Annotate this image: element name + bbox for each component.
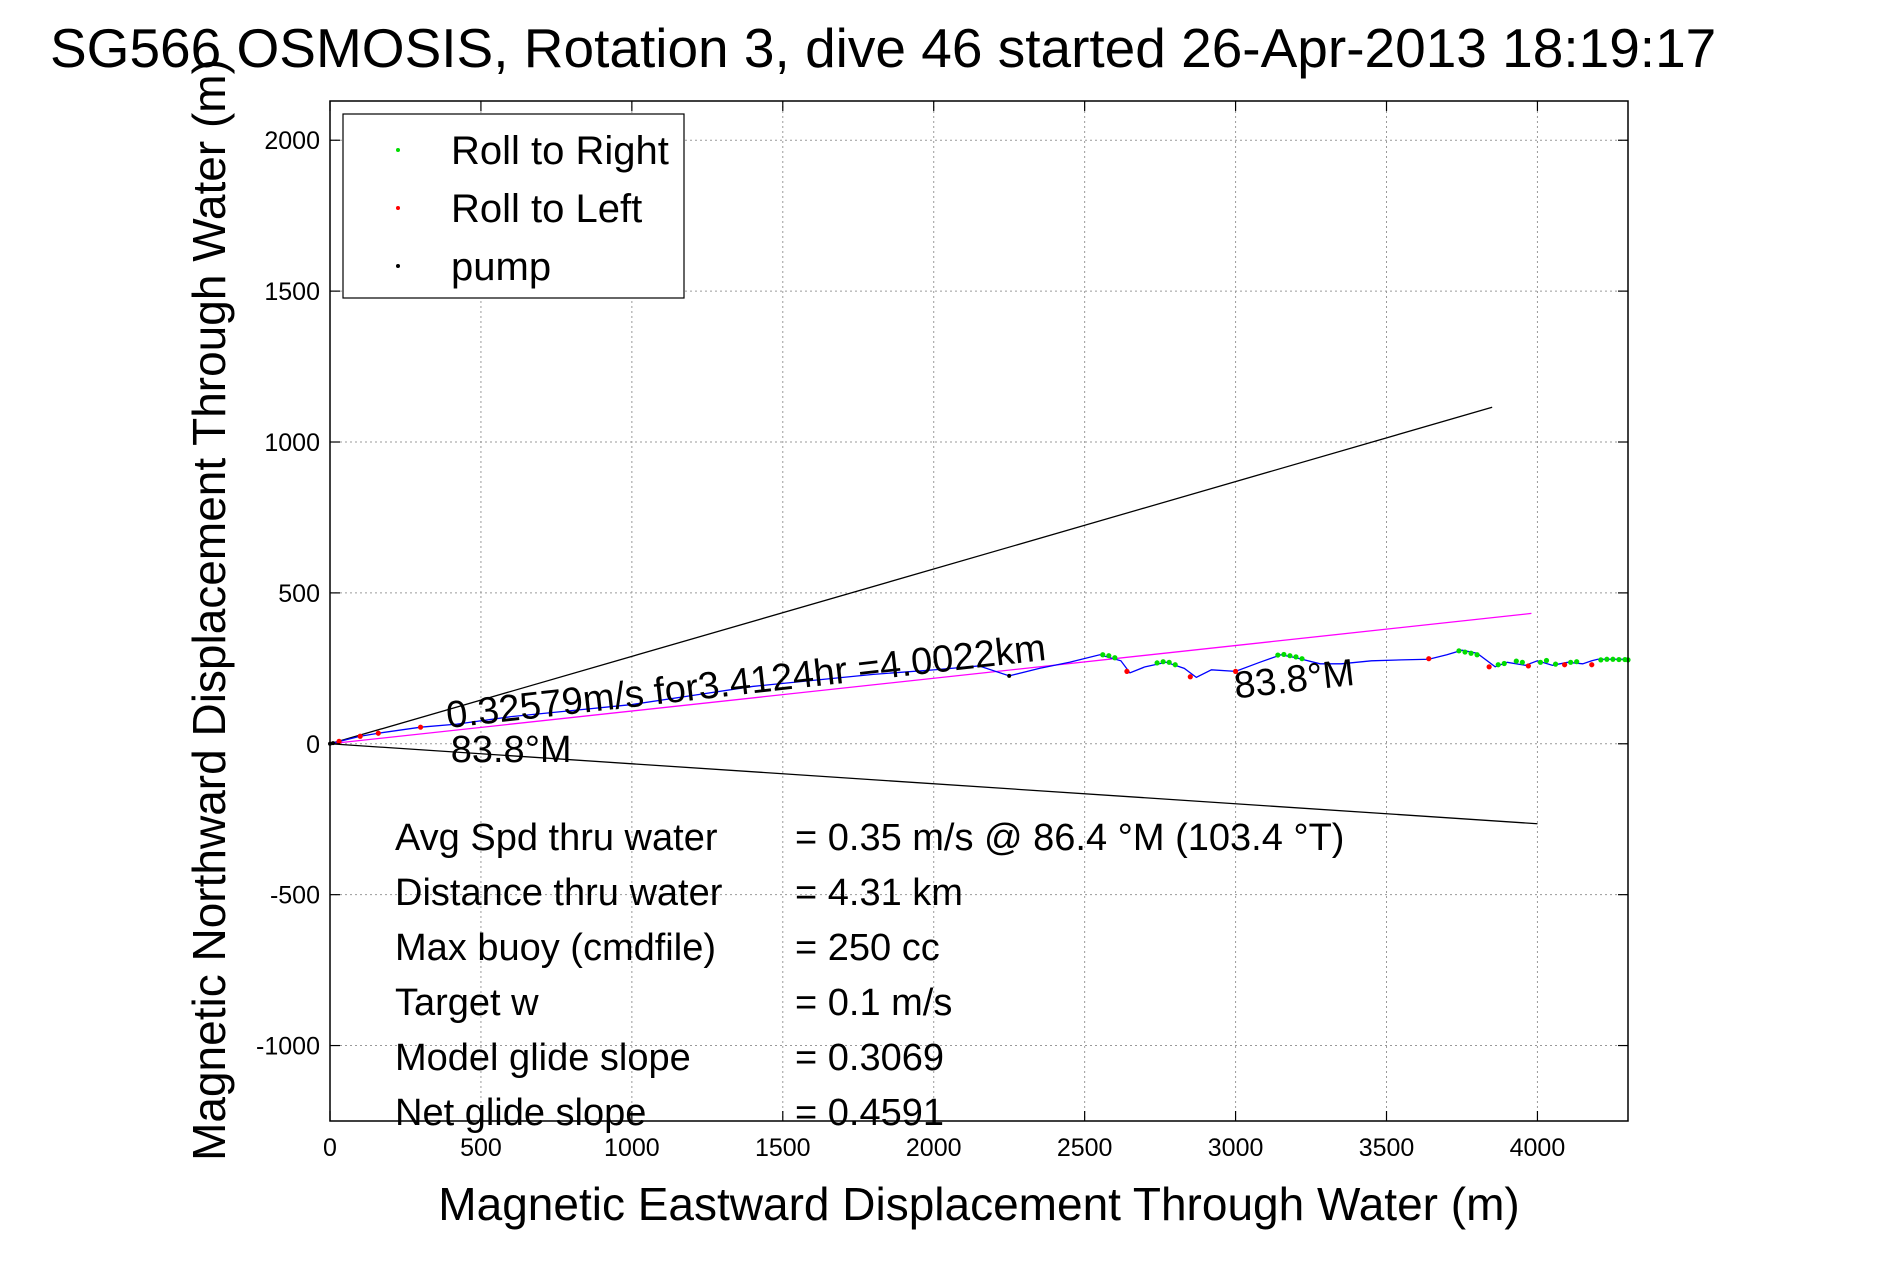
stat-label: Model glide slope	[395, 1037, 691, 1079]
roll-right-point	[1299, 656, 1305, 662]
roll-right-point	[1106, 653, 1112, 659]
roll-right-point	[1154, 660, 1160, 666]
x-tick-label: 1500	[755, 1134, 811, 1162]
legend: Roll to Right Roll to Left pump	[342, 113, 685, 299]
roll-right-point	[1513, 658, 1519, 664]
roll-left-point	[336, 738, 342, 744]
y-tick-label: 1500	[264, 278, 320, 306]
roll-right-point	[1501, 660, 1507, 667]
stat-label: Target w	[395, 982, 539, 1024]
roll-left-point	[1426, 656, 1432, 662]
roll-right-point	[1474, 652, 1480, 658]
roll-right-point	[1537, 659, 1544, 665]
roll-right-point	[1519, 659, 1525, 665]
roll-right-point	[1456, 648, 1462, 654]
legend-items: Roll to Right Roll to Left pump	[396, 129, 669, 289]
stat-value: = 4.31 km	[795, 872, 963, 914]
y-axis-label: Magnetic Northward Displacement Through …	[183, 59, 235, 1161]
roll-right-point	[1495, 662, 1501, 668]
y-tick-label: -500	[270, 882, 320, 910]
roll-right-point	[1293, 654, 1299, 660]
legend-label: Roll to Right	[451, 129, 669, 173]
stat-value: = 0.1 m/s	[795, 982, 952, 1024]
legend-marker	[396, 206, 400, 210]
y-tick-label: 0	[306, 731, 320, 759]
roll-left-point	[1589, 662, 1595, 668]
pump-point	[331, 741, 336, 746]
roll-right-point	[1166, 659, 1172, 665]
y-tick-label: 2000	[264, 127, 320, 155]
roll-right-point	[1604, 656, 1610, 662]
stat-label: Avg Spd thru water	[395, 817, 718, 859]
roll-right-point	[1172, 662, 1178, 668]
roll-right-point	[1598, 657, 1604, 663]
stat-value: = 250 cc	[795, 927, 940, 969]
roll-left-point	[1562, 662, 1568, 668]
stat-label: Net glide slope	[395, 1092, 646, 1134]
heading-fan-lower-line	[329, 743, 1538, 825]
y-tick-label: -1000	[256, 1033, 320, 1061]
legend-box	[342, 113, 685, 299]
annotation-label: 83.8°M	[451, 729, 572, 771]
roll-right-point	[1616, 656, 1622, 663]
roll-right-point	[1468, 650, 1474, 656]
x-tick-label: 2000	[906, 1134, 962, 1162]
stats-block: Avg Spd thru water = 0.35 m/s @ 86.4 °M (…	[395, 817, 1344, 1134]
roll-left-point	[1525, 663, 1531, 669]
legend-marker	[396, 264, 400, 268]
roll-left-point	[1232, 668, 1239, 674]
legend-marker	[396, 148, 400, 152]
roll-right-point	[1112, 655, 1118, 661]
x-tick-label: 3000	[1208, 1134, 1264, 1162]
average-heading-line	[329, 612, 1532, 745]
roll-right-point	[1287, 653, 1293, 659]
heading-fan-lines	[329, 406, 1538, 825]
roll-left-point	[1486, 664, 1492, 670]
x-tick-label: 0	[323, 1134, 337, 1162]
roll-right-point	[1462, 649, 1468, 655]
roll-left-point	[417, 724, 424, 730]
chart-title: SG566 OSMOSIS, Rotation 3, dive 46 start…	[50, 17, 1716, 79]
roll-right-point	[1568, 659, 1574, 665]
roll-left-point	[357, 733, 363, 739]
roll-right-point	[1100, 652, 1106, 658]
stat-label: Max buoy (cmdfile)	[395, 927, 716, 969]
legend-label: Roll to Left	[451, 187, 642, 231]
y-axis-ticks: 2000 1500 1000 500 0 -500 -1000	[256, 127, 1628, 1061]
stat-value: = 0.35 m/s @ 86.4 °M (103.4 °T)	[795, 817, 1344, 859]
heading-fan-upper-line	[329, 406, 1493, 745]
plot-frame	[329, 100, 1629, 1122]
y-tick-label: 1000	[264, 429, 320, 457]
roll-right-point	[1160, 659, 1166, 665]
roll-right-point	[1543, 657, 1550, 664]
x-axis-label: Magnetic Eastward Displacement Through W…	[438, 1178, 1519, 1230]
x-axis-ticks: 0 500 1000 1500 2000 2500 3000 3500 4000	[323, 101, 1565, 1162]
stat-value: = 0.4591	[795, 1092, 944, 1134]
roll-left-point	[1124, 668, 1130, 674]
data-points	[328, 648, 1631, 746]
x-tick-label: 4000	[1510, 1134, 1566, 1162]
stat-label: Distance thru water	[395, 872, 723, 914]
legend-label: pump	[451, 245, 551, 289]
stat-value: = 0.3069	[795, 1037, 944, 1079]
roll-right-point	[1574, 659, 1580, 665]
roll-left-point	[1187, 674, 1193, 680]
roll-left-point	[375, 730, 381, 736]
pump-point	[1007, 673, 1012, 678]
x-tick-label: 500	[460, 1134, 502, 1162]
roll-right-point	[1281, 651, 1287, 658]
x-tick-label: 3500	[1359, 1134, 1415, 1162]
x-tick-label: 2500	[1057, 1134, 1113, 1162]
x-tick-label: 1000	[604, 1134, 660, 1162]
roll-right-point	[1275, 652, 1281, 658]
y-tick-label: 500	[278, 580, 320, 608]
roll-right-point	[1610, 656, 1616, 662]
roll-right-point	[1552, 661, 1559, 667]
